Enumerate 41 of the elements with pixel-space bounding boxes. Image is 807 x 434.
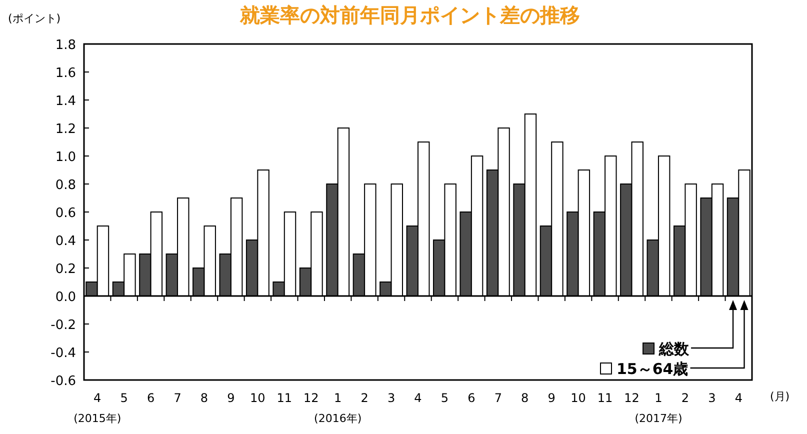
x-tick-label: 4 [414, 391, 422, 405]
x-axis-title: (月) [770, 390, 790, 403]
y-axis-title: (ポイント) [8, 12, 61, 25]
chart-title: 就業率の対前年同月ポイント差の推移 [239, 3, 580, 27]
y-tick-label: 0.2 [55, 262, 76, 277]
x-tick-label: 7 [174, 391, 182, 405]
x-tick-label: 6 [468, 391, 476, 405]
x-tick-label: 5 [440, 391, 449, 405]
x-tick-label: 5 [120, 391, 128, 405]
y-tick-label: 1.8 [55, 38, 76, 53]
x-tick-label: 4 [734, 391, 742, 405]
x-tick-label: 10 [570, 391, 586, 405]
x-tick-label: 11 [276, 391, 292, 405]
x-tick-label: 12 [624, 391, 640, 405]
y-tick-label: 1.0 [55, 150, 76, 165]
x-tick-label: 6 [146, 391, 155, 405]
x-tick-label: 2 [360, 391, 368, 405]
y-tick-label: 0.4 [55, 234, 76, 249]
y-tick-label: -0.4 [50, 346, 76, 361]
x-tick-label: 7 [494, 391, 502, 405]
x-tick-label: 10 [250, 391, 266, 405]
legend-label: 15～64歳 [616, 360, 688, 378]
x-tick-label: 12 [303, 391, 319, 405]
x-tick-label: 2 [681, 391, 690, 405]
y-tick-label: -0.2 [50, 318, 76, 333]
x-tick-label: 8 [521, 391, 529, 405]
y-tick-label: 0.8 [55, 178, 76, 193]
x-tick-label: 4 (2015年) [74, 391, 122, 425]
y-tick-label: 0.0 [55, 290, 76, 305]
x-tick-label: 9 [227, 391, 235, 405]
x-tick-label: 11 [597, 391, 613, 405]
y-tick-label: 1.4 [55, 94, 76, 109]
y-tick-label: 0.6 [55, 206, 76, 221]
x-tick-label: 3 [387, 391, 396, 405]
y-tick-label: -0.6 [50, 374, 76, 389]
y-tick-label: 1.2 [55, 122, 76, 137]
x-tick-label: 9 [548, 391, 556, 405]
y-tick-label: 1.6 [55, 66, 76, 81]
legend-label: 総数 [658, 340, 690, 358]
x-tick-label: 3 [708, 391, 716, 405]
x-tick-label: 8 [200, 391, 208, 405]
